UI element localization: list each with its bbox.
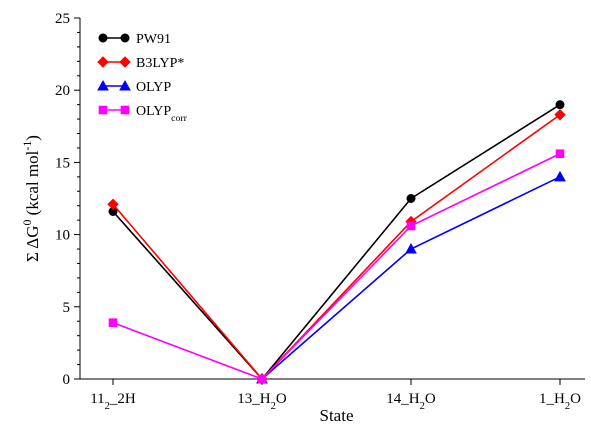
axes: 0 5 10 15 20 25 112_2H 13_H2O 14_H2O 1_H2O <box>55 11 585 412</box>
series-olyp <box>256 170 566 384</box>
y-tick-label: 25 <box>55 11 70 27</box>
data-point-triangle <box>554 170 566 182</box>
y-tick-label: 5 <box>63 300 71 316</box>
legend-item: OLYP <box>97 79 171 95</box>
data-point-square <box>555 149 565 159</box>
data-point-square <box>108 318 118 327</box>
series-line <box>112 114 561 381</box>
y-tick-label: 20 <box>55 83 70 99</box>
x-tick-label: 1_H2O <box>539 391 581 412</box>
series-line <box>261 176 561 380</box>
x-tick-label: 112_2H <box>90 391 136 412</box>
data-point-diamond <box>119 56 131 68</box>
x-axis-title: State <box>320 406 354 425</box>
data-point-circle <box>120 33 130 43</box>
series-line <box>112 153 561 380</box>
legend-item: OLYPcorr <box>98 104 188 124</box>
legend-item: PW91 <box>98 32 171 47</box>
legend: PW91 B3LYP* OLYP OLYPcorr <box>97 32 188 124</box>
series-pw91 <box>108 100 565 384</box>
data-point-diamond <box>554 109 566 121</box>
data-point-diamond <box>97 56 109 68</box>
legend-label: PW91 <box>136 32 171 47</box>
data-point-circle <box>555 100 565 110</box>
legend-label: B3LYP* <box>136 56 184 71</box>
data-point-square <box>98 105 108 115</box>
y-axis-title: Σ ΔG0 (kcal mol-1) <box>20 135 42 262</box>
data-point-square <box>120 105 130 115</box>
data-point-diamond <box>107 198 119 210</box>
data-point-circle <box>406 194 416 203</box>
legend-item: B3LYP* <box>97 56 184 71</box>
data-point-triangle <box>405 243 417 254</box>
y-tick-label: 10 <box>55 228 70 244</box>
series-layer <box>107 100 566 385</box>
data-point-triangle <box>119 79 131 91</box>
data-point-triangle <box>97 79 109 91</box>
y-tick-label: 0 <box>63 372 71 388</box>
data-point-square <box>257 374 267 384</box>
series-olypcorr <box>108 149 565 384</box>
legend-label: OLYPcorr <box>136 104 188 124</box>
x-tick-label: 14_H2O <box>386 391 436 412</box>
legend-label: OLYP <box>136 80 171 95</box>
data-point-square <box>406 221 416 231</box>
data-point-circle <box>98 33 108 43</box>
y-tick-label: 15 <box>55 155 70 171</box>
x-tick-label: 13_H2O <box>237 391 287 412</box>
series-line <box>112 103 561 381</box>
series-b3lyp- <box>107 109 566 385</box>
